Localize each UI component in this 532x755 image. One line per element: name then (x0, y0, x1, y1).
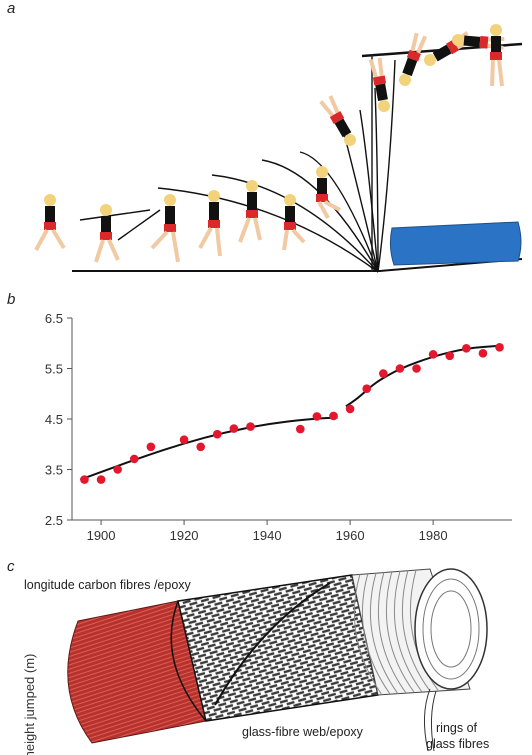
x-tick-label: 1920 (170, 528, 199, 543)
chart-fit-curve (79, 344, 500, 481)
pole-cross-section-illustration: longitude carbon fibres /epoxy glass-fib… (24, 568, 489, 752)
data-point (428, 350, 438, 359)
x-tick-label: 1940 (253, 528, 282, 543)
label-rings-line2: glass fibres (426, 737, 489, 751)
y-tick-label: 4.5 (45, 412, 63, 427)
data-point (212, 429, 222, 439)
data-point (412, 364, 421, 373)
chart-points (80, 342, 504, 484)
x-tick-label: 1960 (336, 528, 365, 543)
landing-mat (389, 221, 522, 266)
label-rings-line1: rings of (436, 721, 478, 735)
data-point (246, 422, 255, 431)
label-carbon-fibres: longitude carbon fibres /epoxy (24, 578, 192, 592)
panel-label-c: c (7, 558, 15, 575)
label-glass-fibre-web: glass-fibre web/epoxy (242, 725, 364, 739)
data-point (462, 344, 471, 353)
data-point (312, 412, 322, 421)
panel-label-b: b (7, 291, 16, 308)
data-point (96, 475, 106, 484)
data-point (445, 351, 455, 361)
pole-carry (79, 209, 151, 221)
glass-fibre-web-layer (177, 574, 379, 722)
data-point (113, 465, 122, 474)
pole-arcs (157, 59, 396, 273)
data-point (478, 349, 488, 358)
data-point (345, 404, 355, 414)
y-axis-label: height jumped (m) (22, 654, 37, 755)
x-tick-label: 1980 (419, 528, 448, 543)
y-tick-label: 5.5 (45, 362, 63, 377)
data-point (296, 424, 305, 434)
pole-vault-illustration (34, 24, 523, 273)
panel-label-a: a (7, 0, 16, 17)
data-point (146, 442, 156, 452)
fit-curve-segment (345, 344, 500, 408)
data-point (329, 411, 338, 421)
height-chart: 1900 1920 1940 1960 1980 2.5 3.5 4.5 5.5 6.5 heig… (22, 311, 512, 755)
data-point (179, 435, 189, 445)
data-point (129, 454, 139, 464)
data-point (362, 384, 372, 393)
chart-axes: 1900 1920 1940 1960 1980 2.5 3.5 4.5 5.5 6.5 (45, 311, 512, 543)
data-point (395, 364, 405, 373)
data-point (379, 369, 388, 378)
data-point (80, 475, 89, 484)
athlete-figures (34, 24, 505, 263)
y-tick-label: 2.5 (45, 513, 63, 528)
y-tick-label: 3.5 (45, 463, 63, 478)
y-tick-label: 6.5 (45, 311, 63, 326)
data-point (229, 424, 239, 433)
pole-opening (414, 568, 488, 690)
ring-lines (353, 569, 439, 696)
x-tick-label: 1900 (87, 528, 116, 543)
data-point (495, 342, 504, 352)
data-point (196, 442, 205, 452)
